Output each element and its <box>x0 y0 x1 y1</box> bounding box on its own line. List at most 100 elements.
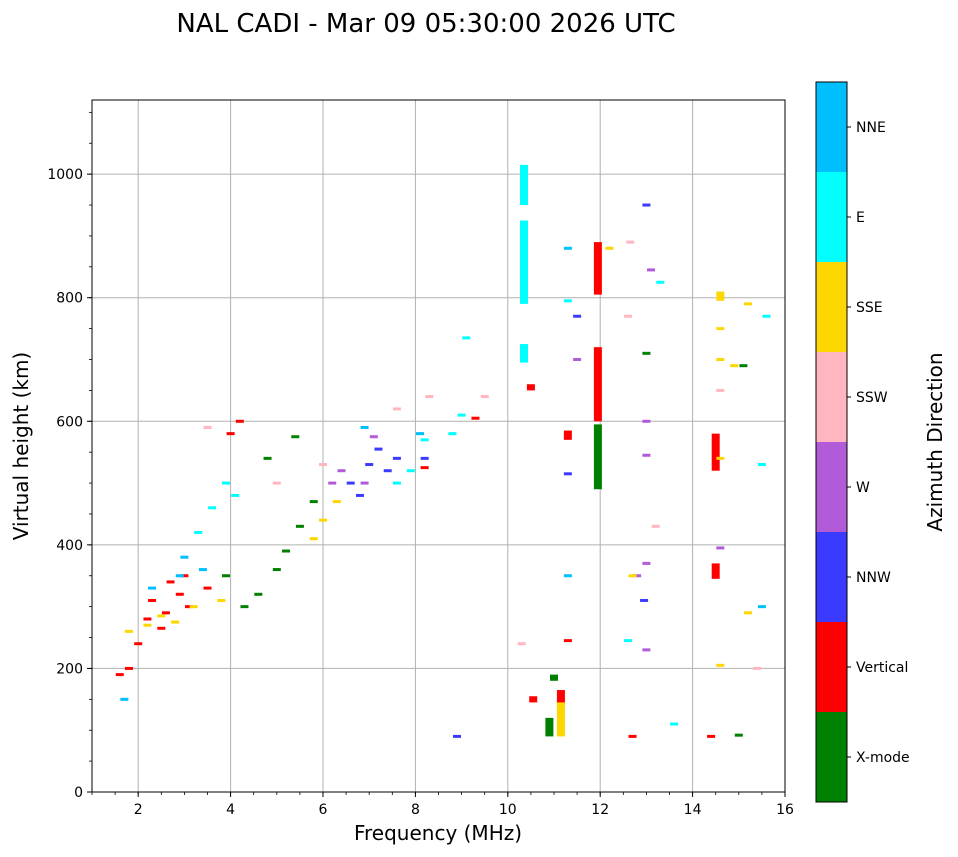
echo-point <box>416 432 425 436</box>
echo-point <box>369 435 378 439</box>
echo-point <box>626 240 635 244</box>
y-tick-label: 600 <box>56 414 83 430</box>
y-tick-label: 800 <box>56 291 83 307</box>
echo-point <box>171 620 180 624</box>
echo-point <box>291 435 300 439</box>
colorbar-category-label: NNE <box>856 120 886 136</box>
echo-point <box>124 666 133 670</box>
echo-segment <box>593 347 602 422</box>
echo-segment <box>711 563 720 579</box>
y-tick-label: 1000 <box>47 167 83 183</box>
echo-point <box>221 481 230 485</box>
echo-point <box>360 481 369 485</box>
echo-segment <box>550 674 558 681</box>
colorbar-frame <box>815 81 848 803</box>
series-sse <box>124 246 753 737</box>
echo-point <box>425 395 434 399</box>
echo-point <box>272 568 281 572</box>
echo-point <box>563 299 572 303</box>
colorbar-swatch-w <box>816 442 847 532</box>
echo-point <box>148 586 157 590</box>
echo-point <box>328 481 337 485</box>
echo-point <box>420 466 429 470</box>
echo-point <box>517 642 526 646</box>
echo-point <box>221 574 230 578</box>
series-nne <box>120 246 766 701</box>
echo-point <box>633 574 642 578</box>
echo-segment <box>526 384 535 391</box>
echo-point <box>471 416 480 420</box>
plot-background <box>92 100 785 792</box>
echo-segment <box>593 424 602 490</box>
y-tick-label: 400 <box>56 538 83 554</box>
y-tick-label: 0 <box>74 785 83 801</box>
echo-point <box>642 419 651 423</box>
colorbar-swatch-ssw <box>816 352 847 442</box>
echo-point <box>628 734 637 738</box>
echo-point <box>623 639 632 643</box>
echo-point <box>115 673 124 677</box>
echo-point <box>360 425 369 429</box>
x-tick-label: 8 <box>411 802 420 818</box>
echo-point <box>134 642 143 646</box>
series-ssw <box>203 240 762 670</box>
echo-point <box>124 629 133 633</box>
echo-point <box>420 456 429 460</box>
echo-point <box>180 574 189 578</box>
echo-point <box>157 626 166 630</box>
colorbar-swatch-nnw <box>816 532 847 622</box>
echo-point <box>642 561 651 565</box>
echo-point <box>462 336 471 340</box>
echo-point <box>120 697 129 701</box>
echo-point <box>739 364 748 368</box>
echo-point <box>452 734 461 738</box>
echo-point <box>157 614 166 618</box>
echo-point <box>309 500 318 504</box>
x-axis-label: Frequency (MHz) <box>354 821 522 845</box>
echo-segment <box>529 696 538 703</box>
echo-point <box>161 611 170 615</box>
colorbar-swatch-x-mode <box>816 712 847 802</box>
x-axis-ticks: 2 4 6 8 10 12 14 16 <box>91 792 794 818</box>
series-nnw <box>346 203 651 738</box>
echo-point <box>757 605 766 609</box>
echo-point <box>651 524 660 528</box>
echo-point <box>563 574 572 578</box>
echo-point <box>240 605 249 609</box>
echo-segment <box>519 220 528 304</box>
echo-point <box>148 598 157 602</box>
echo-point <box>235 419 244 423</box>
echo-point <box>309 537 318 541</box>
echo-point <box>185 605 194 609</box>
echo-point <box>757 463 766 467</box>
echo-point <box>392 407 401 411</box>
x-tick-label: 12 <box>591 802 609 818</box>
echo-point <box>716 327 725 331</box>
echo-point <box>480 395 489 399</box>
echo-point <box>753 666 762 670</box>
echo-point <box>457 413 466 417</box>
x-tick-label: 10 <box>499 802 517 818</box>
echo-point <box>319 463 327 467</box>
plot-area: 2 4 6 8 10 12 14 16 0 200 400 600 800 1000 <box>47 99 794 818</box>
echo-point <box>716 388 725 392</box>
echo-point <box>640 598 649 602</box>
echo-point <box>282 549 291 553</box>
series-vertical <box>115 242 720 738</box>
x-tick-label: 4 <box>226 802 235 818</box>
colorbar-category-label: Vertical <box>856 660 908 676</box>
echo-point <box>716 663 725 667</box>
echo-point <box>346 481 355 485</box>
echo-point <box>355 493 364 497</box>
echo-point <box>406 469 415 473</box>
echo-point <box>189 605 198 609</box>
chart-title: NAL CADI - Mar 09 05:30:00 2026 UTC <box>176 9 675 39</box>
echo-point <box>392 481 401 485</box>
echo-point <box>143 617 152 621</box>
echo-point <box>563 472 572 476</box>
echo-segment <box>519 344 528 363</box>
colorbar-swatch-sse <box>816 262 847 352</box>
colorbar-category-label: NNW <box>856 570 891 586</box>
colorbar-category-label: X-mode <box>856 750 910 766</box>
x-tick-label: 14 <box>684 802 702 818</box>
